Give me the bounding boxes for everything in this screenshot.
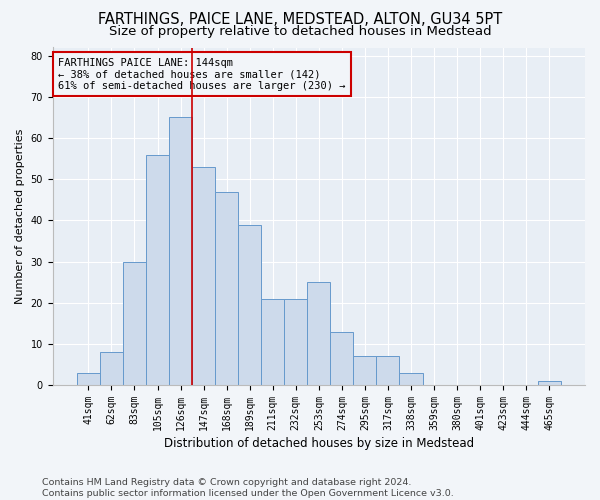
Bar bbox=[284, 298, 307, 385]
Text: FARTHINGS PAICE LANE: 144sqm
← 38% of detached houses are smaller (142)
61% of s: FARTHINGS PAICE LANE: 144sqm ← 38% of de… bbox=[58, 58, 346, 91]
Bar bbox=[215, 192, 238, 385]
Bar bbox=[538, 381, 561, 385]
Bar bbox=[77, 372, 100, 385]
Bar bbox=[400, 372, 422, 385]
Text: FARTHINGS, PAICE LANE, MEDSTEAD, ALTON, GU34 5PT: FARTHINGS, PAICE LANE, MEDSTEAD, ALTON, … bbox=[98, 12, 502, 28]
Bar bbox=[123, 262, 146, 385]
Bar bbox=[192, 167, 215, 385]
Text: Size of property relative to detached houses in Medstead: Size of property relative to detached ho… bbox=[109, 25, 491, 38]
Bar bbox=[353, 356, 376, 385]
X-axis label: Distribution of detached houses by size in Medstead: Distribution of detached houses by size … bbox=[164, 437, 474, 450]
Bar bbox=[307, 282, 331, 385]
Bar bbox=[261, 298, 284, 385]
Bar bbox=[238, 224, 261, 385]
Bar bbox=[376, 356, 400, 385]
Bar bbox=[331, 332, 353, 385]
Bar bbox=[146, 154, 169, 385]
Bar bbox=[169, 118, 192, 385]
Y-axis label: Number of detached properties: Number of detached properties bbox=[15, 128, 25, 304]
Bar bbox=[100, 352, 123, 385]
Text: Contains HM Land Registry data © Crown copyright and database right 2024.
Contai: Contains HM Land Registry data © Crown c… bbox=[42, 478, 454, 498]
